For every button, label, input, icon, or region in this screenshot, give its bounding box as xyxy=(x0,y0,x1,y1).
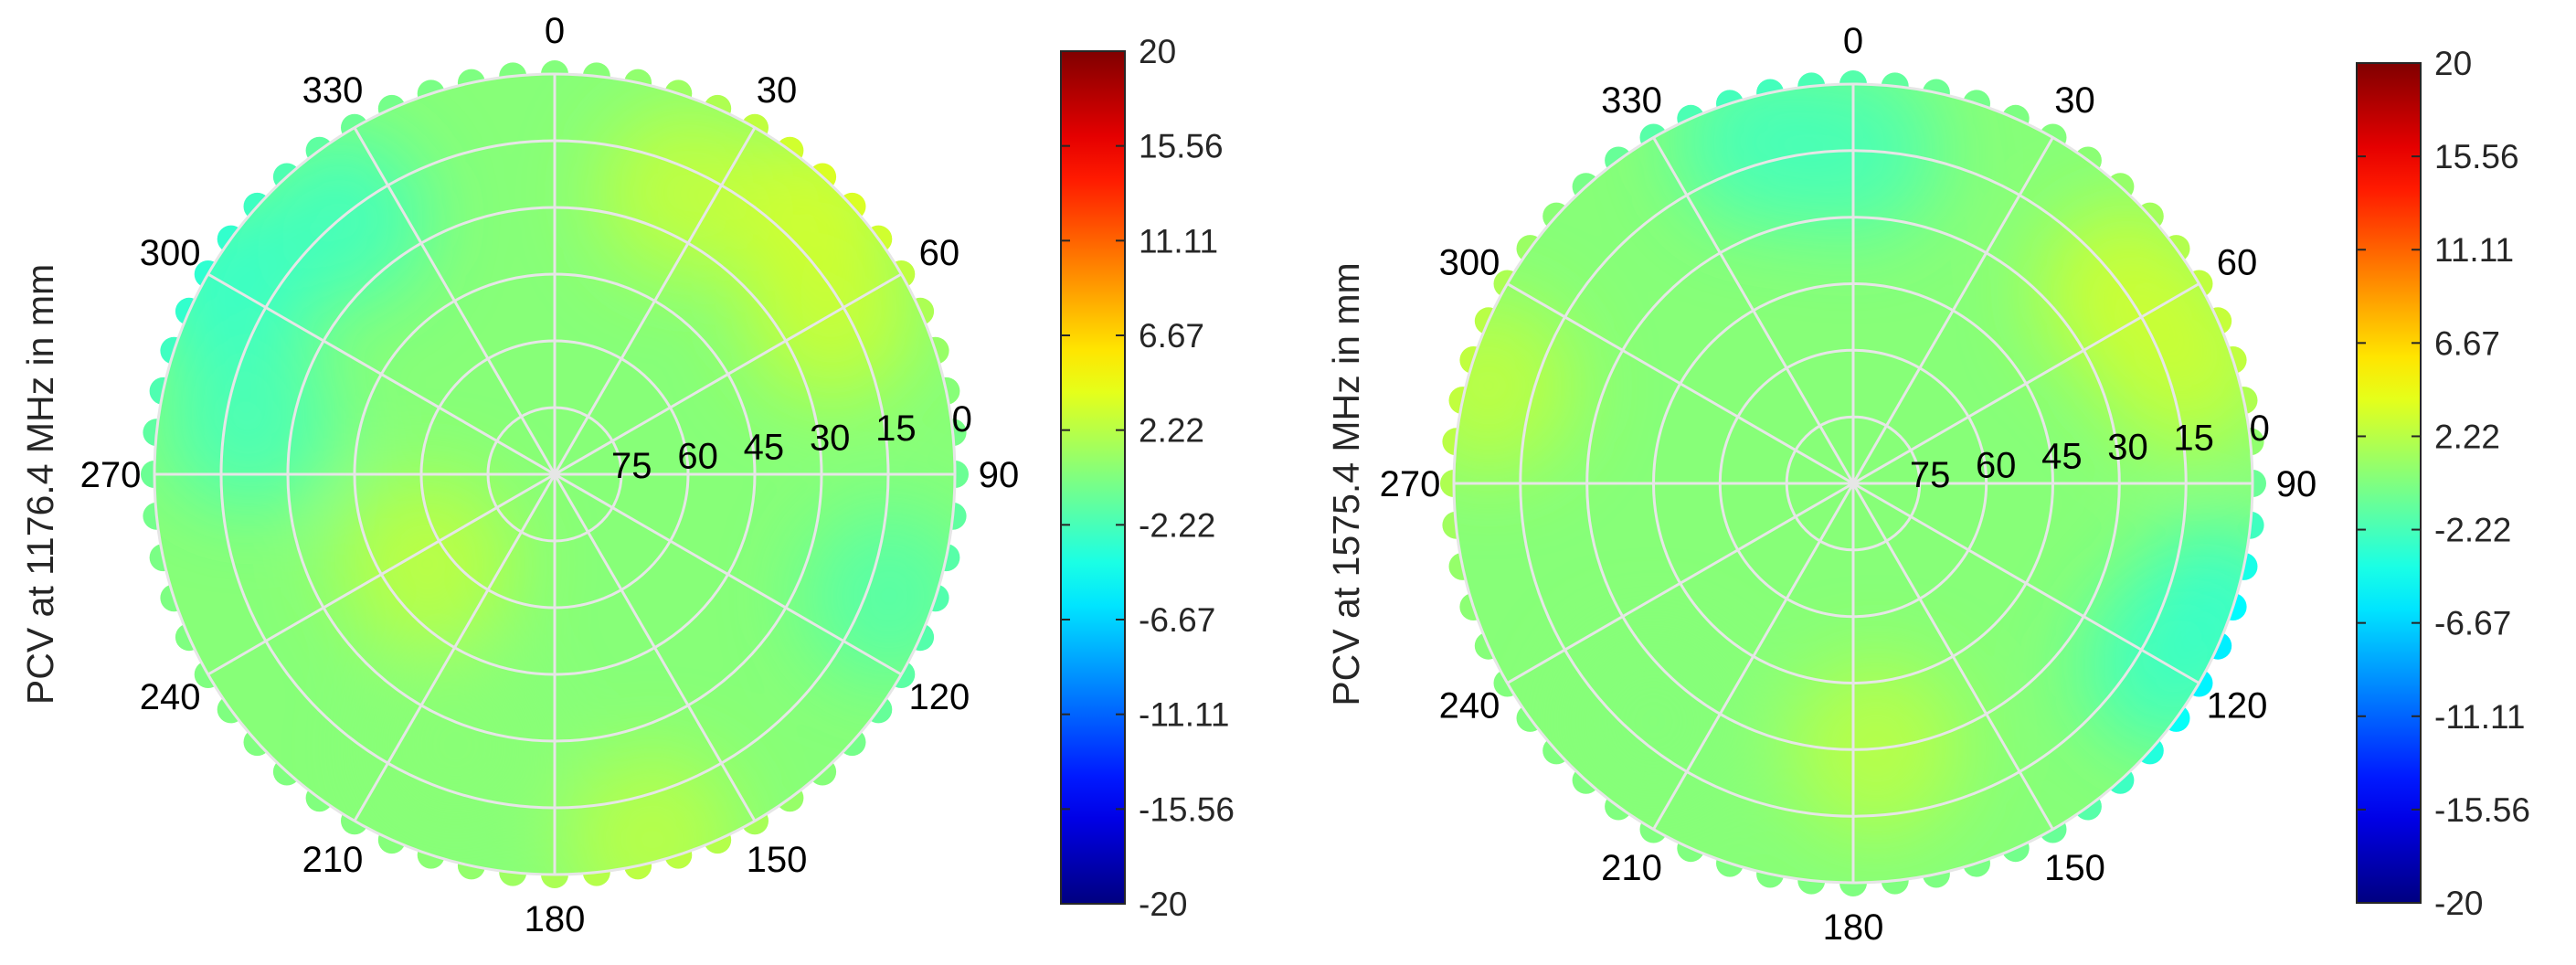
azimuth-tick-label: 60 xyxy=(2217,243,2258,283)
colorbar-tick-label: -6.67 xyxy=(1139,601,1215,639)
azimuth-line xyxy=(1852,482,2200,684)
value-region xyxy=(161,333,335,507)
azimuth-tick-label: 300 xyxy=(140,233,201,273)
azimuth-tick-label: 270 xyxy=(1380,464,1441,504)
azimuth-tick-label: 300 xyxy=(1439,243,1500,283)
colorbar-tick-label: 15.56 xyxy=(2434,138,2519,175)
elevation-tick-label: 45 xyxy=(2041,437,2083,477)
colorbar-tick-label: 11.11 xyxy=(2434,231,2514,269)
y-axis-label: PCV at 1575.4 MHz in mm xyxy=(1325,262,1367,705)
azimuth-line xyxy=(1506,482,1854,684)
azimuth-tick-label: 0 xyxy=(545,11,565,51)
value-region xyxy=(566,752,740,875)
value-region xyxy=(1566,634,1741,809)
colorbar-tick-label: -20 xyxy=(1139,885,1187,923)
azimuth-tick-label: 240 xyxy=(1439,686,1500,726)
colorbar-tick-label: 6.67 xyxy=(1139,317,1204,355)
azimuth-tick-label: 90 xyxy=(2276,464,2317,504)
azimuth-tick-label: 0 xyxy=(1843,21,1863,61)
azimuth-tick-label: 330 xyxy=(302,70,364,111)
elevation-tick-label: 75 xyxy=(1910,455,1951,495)
azimuth-tick-label: 210 xyxy=(302,840,364,880)
azimuth-tick-label: 120 xyxy=(2207,686,2268,726)
elevation-tick-label: 30 xyxy=(810,418,851,458)
polar-grid xyxy=(153,72,957,876)
elevation-tick-label: 75 xyxy=(611,446,652,486)
y-axis-label: PCV at 1176.4 MHz in mm xyxy=(19,264,61,705)
colorbar-tick-label: 15.56 xyxy=(1139,128,1224,165)
azimuth-line xyxy=(554,472,903,676)
azimuth-line xyxy=(353,473,557,822)
polar-grid xyxy=(1452,82,2254,885)
azimuth-tick-label: 90 xyxy=(979,455,1020,495)
colorbar: 20 15.56 11.11 6.67 2.22 -2.22 -6.67 -11.11 -15.… xyxy=(2356,45,2530,922)
colorbar-tick-label: 6.67 xyxy=(2434,324,2500,362)
azimuth-line xyxy=(553,473,757,822)
colorbar-tick-label: 2.22 xyxy=(2434,418,2500,455)
elevation-tick-label: 45 xyxy=(744,428,785,468)
azimuth-line xyxy=(1852,282,2200,485)
azimuth-line xyxy=(1506,282,1854,485)
colorbar-tick-label: 20 xyxy=(1139,33,1176,70)
elevation-tick-label: 60 xyxy=(1976,446,2017,486)
azimuth-tick-label: 150 xyxy=(2044,848,2105,888)
elevation-tick-label: 0 xyxy=(952,399,972,440)
elevation-tick-label: 15 xyxy=(875,408,917,449)
azimuth-line xyxy=(207,472,556,676)
azimuth-tick-label: 270 xyxy=(80,455,142,495)
azimuth-line xyxy=(207,272,556,476)
colorbar-tick-label: -15.56 xyxy=(2434,791,2530,829)
value-region xyxy=(1454,299,1576,473)
colorbar-tick-label: -11.11 xyxy=(1139,696,1229,734)
azimuth-tick-label: 30 xyxy=(2054,80,2095,121)
elevation-tick-label: 15 xyxy=(2173,418,2214,458)
azimuth-line xyxy=(1851,136,2054,484)
colorbar-gradient xyxy=(2356,62,2422,904)
azimuth-tick-label: 150 xyxy=(747,840,808,880)
azimuth-tick-label: 180 xyxy=(525,899,586,939)
value-region xyxy=(340,476,514,651)
colorbar-gradient xyxy=(1060,50,1126,905)
value-region xyxy=(368,659,543,833)
colorbar: 20 15.56 11.11 6.67 2.22 -2.22 -6.67 -11.11 -15.… xyxy=(1060,33,1235,923)
azimuth-line xyxy=(353,126,557,475)
azimuth-tick-label: 210 xyxy=(1601,848,1662,888)
elevation-tick-label: 60 xyxy=(677,437,718,477)
azimuth-line xyxy=(553,126,757,475)
azimuth-tick-label: 120 xyxy=(909,677,970,717)
colorbar-tick-label: -15.56 xyxy=(1139,790,1235,828)
azimuth-tick-label: 180 xyxy=(1823,907,1884,948)
azimuth-tick-label: 60 xyxy=(919,233,960,273)
colorbar-tick-label: -2.22 xyxy=(1139,506,1215,544)
colorbar-tick-label: 2.22 xyxy=(1139,412,1204,450)
azimuth-line xyxy=(1851,482,2054,831)
colorbar-tick-label: -2.22 xyxy=(2434,512,2511,549)
colorbar-tick-label: -11.11 xyxy=(2434,698,2525,736)
azimuth-line xyxy=(1652,136,1855,484)
elevation-tick-label: 30 xyxy=(2107,428,2148,468)
colorbar-tick-label: 20 xyxy=(2434,45,2472,82)
azimuth-line xyxy=(554,272,903,476)
azimuth-tick-label: 330 xyxy=(1601,80,1662,121)
value-region xyxy=(599,105,773,280)
azimuth-tick-label: 240 xyxy=(140,677,201,717)
azimuth-line xyxy=(1652,482,1855,831)
elevation-tick-label: 0 xyxy=(2250,408,2270,449)
colorbar-tick-label: 11.11 xyxy=(1139,222,1218,260)
azimuth-tick-label: 30 xyxy=(757,70,798,111)
colorbar-tick-label: -6.67 xyxy=(2434,605,2511,642)
colorbar-tick-label: -20 xyxy=(2434,885,2483,922)
